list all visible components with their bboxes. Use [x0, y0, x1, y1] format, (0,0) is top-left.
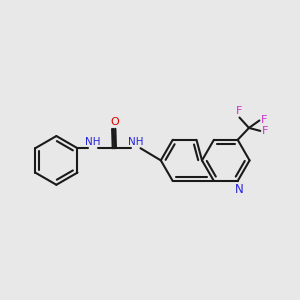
Text: F: F [261, 115, 267, 125]
Text: F: F [262, 126, 268, 136]
Text: F: F [236, 106, 242, 116]
Text: N: N [235, 183, 244, 196]
Text: NH: NH [128, 137, 143, 147]
Text: O: O [111, 117, 119, 127]
Text: NH: NH [85, 137, 101, 147]
